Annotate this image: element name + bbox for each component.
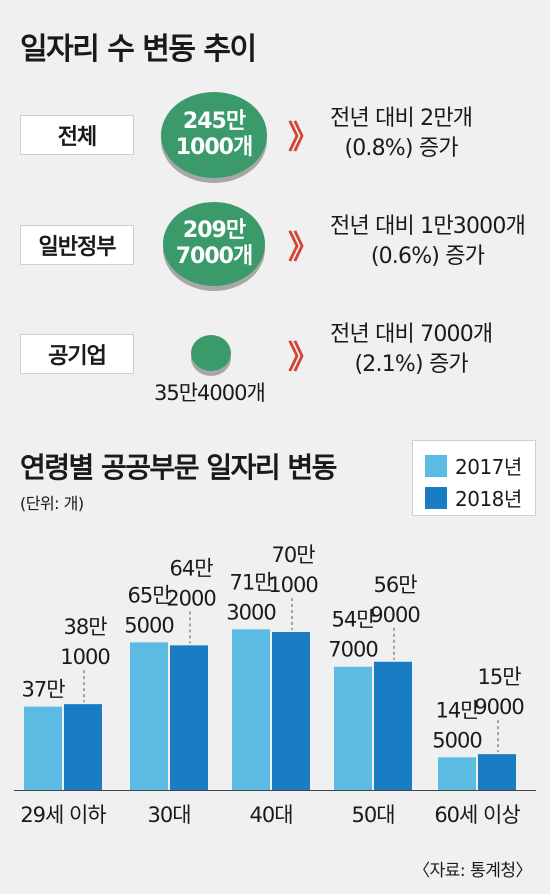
top-title: 일자리 수 변동 추이 bbox=[20, 32, 257, 67]
legend-label-2017: 2017년 bbox=[455, 455, 522, 479]
desc-line2: (0.8%) 증가 bbox=[344, 135, 458, 161]
data-label-2018-3: 56만 bbox=[373, 573, 417, 597]
data-label-2018-0: 1000 bbox=[60, 645, 109, 669]
bar-2017-1 bbox=[130, 642, 168, 790]
data-label-2018-0: 38만 bbox=[63, 615, 107, 639]
unit-label: (단위: 개) bbox=[20, 494, 84, 513]
bar-2017-4 bbox=[438, 757, 476, 790]
bar-2018-1 bbox=[170, 645, 208, 790]
desc-line1: 전년 대비 2만개 bbox=[330, 106, 473, 131]
legend-item-2017: 2017년 bbox=[425, 451, 522, 480]
bar-2018-4 bbox=[478, 754, 516, 790]
legend-item-2018: 2018년 bbox=[425, 483, 522, 512]
data-label-2017-3: 54만 bbox=[331, 608, 375, 632]
data-label-2017-4: 14만 bbox=[435, 698, 479, 722]
bar-2018-2 bbox=[272, 632, 310, 790]
category-label-1: 30대 bbox=[147, 803, 190, 827]
data-label-2017-1: 5000 bbox=[124, 613, 173, 637]
data-label-2018-2: 70만 bbox=[271, 543, 315, 567]
desc-line1: 전년 대비 7000개 bbox=[330, 322, 493, 347]
category-label-2: 40대 bbox=[249, 803, 292, 827]
desc-line2: (0.6%) 증가 bbox=[370, 243, 485, 269]
value-circle-public-corp bbox=[191, 335, 231, 371]
value-line1: 245만 bbox=[182, 108, 246, 134]
value-line2: 7000개 bbox=[175, 244, 253, 269]
data-label-2017-1: 65만 bbox=[127, 583, 171, 607]
value-public-corp: 35만4000개 bbox=[154, 381, 266, 405]
bar-2017-2 bbox=[232, 629, 270, 790]
bar-2017-3 bbox=[334, 666, 372, 790]
row-label-total: 전체 bbox=[20, 115, 134, 155]
chart-title: 연령별 공공부문 일자리 변동 bbox=[20, 451, 337, 484]
category-label-0: 29세 이하 bbox=[20, 803, 106, 827]
row-desc-public-corp: 전년 대비 7000개 (2.1%) 증가 bbox=[330, 320, 493, 379]
value-circle-total: 245만 1000개 bbox=[161, 92, 267, 178]
bar-2017-0 bbox=[24, 706, 62, 790]
legend-swatch-2018 bbox=[425, 486, 447, 509]
data-label-2018-1: 64만 bbox=[169, 556, 213, 580]
row-desc-total: 전년 대비 2만개 (0.8%) 증가 bbox=[330, 104, 473, 163]
row-label-general-gov: 일반정부 bbox=[20, 225, 134, 265]
data-label-2018-4: 15만 bbox=[477, 665, 521, 689]
data-label-2018-2: 1000 bbox=[268, 573, 317, 597]
value-line1: 209만 bbox=[182, 217, 246, 243]
legend-swatch-2017 bbox=[425, 454, 447, 477]
source-label: 〈자료: 통계청〉 bbox=[413, 861, 532, 881]
row-desc-general-gov: 전년 대비 1만3000개 (0.6%) 증가 bbox=[330, 212, 526, 271]
data-label-2018-3: 9000 bbox=[370, 603, 419, 627]
value-line2: 1000개 bbox=[175, 135, 253, 160]
data-label-2017-3: 7000 bbox=[328, 638, 377, 662]
legend: 2017년 2018년 bbox=[412, 440, 536, 516]
data-label-2017-2: 3000 bbox=[226, 600, 275, 624]
category-label-3: 50대 bbox=[351, 803, 394, 827]
legend-label-2018: 2018년 bbox=[455, 487, 522, 511]
data-label-2017-4: 5000 bbox=[432, 728, 481, 752]
data-label-2018-1: 2000 bbox=[166, 586, 215, 610]
data-label-2017-0: 37만 bbox=[21, 678, 65, 702]
value-circle-general-gov: 209만 7000개 bbox=[163, 202, 265, 286]
desc-line1: 전년 대비 1만3000개 bbox=[330, 214, 526, 239]
row-label-public-corp: 공기업 bbox=[20, 334, 134, 374]
data-label-2018-4: 9000 bbox=[474, 695, 523, 719]
desc-line2: (2.1%) 증가 bbox=[354, 351, 469, 377]
data-label-2017-2: 71만 bbox=[229, 570, 273, 594]
category-label-4: 60세 이상 bbox=[434, 803, 520, 827]
bar-2018-3 bbox=[374, 661, 412, 790]
bar-2018-0 bbox=[64, 704, 102, 790]
